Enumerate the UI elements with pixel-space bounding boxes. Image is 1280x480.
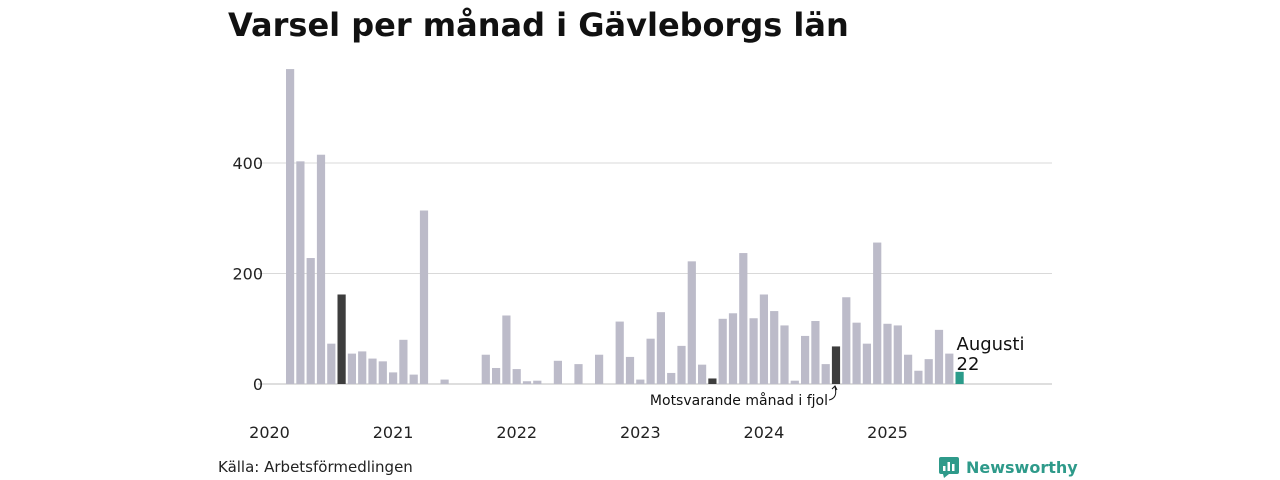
x-year-label: 2021 <box>373 423 414 442</box>
bar <box>728 313 738 384</box>
bar <box>595 354 604 384</box>
bar <box>842 297 851 384</box>
x-year-label: 2022 <box>496 423 537 442</box>
bar <box>409 374 418 384</box>
bar <box>533 380 542 384</box>
source-text: Källa: Arbetsförmedlingen <box>218 458 413 476</box>
x-year-label: 2023 <box>620 423 661 442</box>
bar <box>327 343 336 384</box>
y-tick-label: 200 <box>232 265 263 284</box>
bar <box>790 380 799 384</box>
brand-name: Newsworthy <box>966 457 1078 477</box>
bar <box>739 253 748 384</box>
bar <box>893 325 902 384</box>
bar <box>811 321 820 384</box>
bar <box>389 372 398 384</box>
bar <box>615 321 624 384</box>
bar <box>646 338 655 384</box>
annotation-arrowhead <box>831 385 838 391</box>
bar <box>296 161 305 384</box>
bar <box>368 358 377 384</box>
bar <box>667 372 676 384</box>
bar <box>852 322 861 384</box>
bar <box>512 369 521 384</box>
bar <box>862 343 871 384</box>
bar <box>286 69 295 384</box>
annotation-arrow <box>828 386 837 401</box>
bar <box>481 354 490 384</box>
bar <box>419 210 429 384</box>
bar <box>337 294 346 384</box>
bar <box>440 379 449 384</box>
current-month-label: Augusti <box>957 334 1025 355</box>
bar <box>873 242 882 384</box>
x-year-label: 2024 <box>744 423 785 442</box>
x-year-label: 2025 <box>867 423 908 442</box>
current-value-label: 22 <box>957 354 980 375</box>
bar <box>924 359 933 384</box>
bar <box>801 335 810 384</box>
bar <box>306 258 315 384</box>
chart-title: Varsel per månad i Gävleborgs län <box>228 6 849 44</box>
bar <box>718 318 727 384</box>
bar <box>780 325 789 384</box>
bar <box>502 315 511 384</box>
bar <box>831 346 841 384</box>
brand: Newsworthy <box>938 456 1078 478</box>
bar <box>677 345 686 384</box>
y-tick-label: 0 <box>253 375 263 394</box>
bar <box>553 360 562 384</box>
bar <box>914 370 923 384</box>
x-year-label: 2020 <box>249 423 290 442</box>
bar <box>347 353 356 384</box>
bar <box>883 323 892 384</box>
bar <box>687 261 696 384</box>
bar <box>945 353 954 384</box>
bar <box>955 371 964 384</box>
bar <box>316 154 326 384</box>
bar <box>399 339 408 384</box>
bar <box>698 364 707 384</box>
annotation-text: Motsvarande månad i fjol <box>650 392 828 409</box>
bar <box>934 329 944 384</box>
bar <box>770 311 779 384</box>
bar <box>904 354 913 384</box>
bar <box>821 364 830 384</box>
bar <box>358 351 367 384</box>
y-tick-label: 400 <box>232 154 263 173</box>
bar <box>574 364 583 384</box>
bar <box>636 379 645 384</box>
bar <box>759 294 768 384</box>
bar <box>522 381 532 384</box>
newsworthy-logo-icon <box>939 457 959 478</box>
bar <box>492 367 501 384</box>
bar <box>378 361 387 384</box>
bar <box>656 312 665 384</box>
bar <box>625 356 635 384</box>
bar <box>708 378 717 384</box>
bar <box>749 318 758 384</box>
